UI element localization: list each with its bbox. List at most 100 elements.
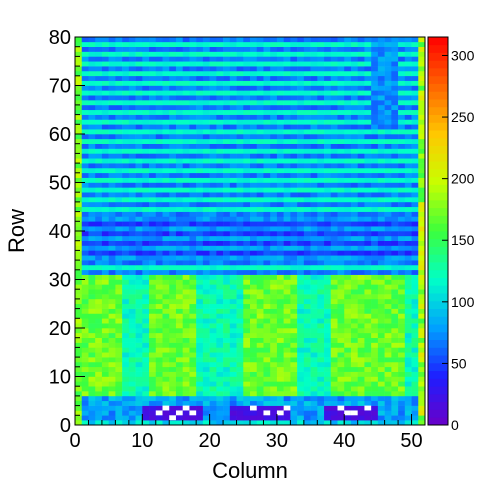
heatmap-cell [75,376,83,382]
heatmap-cell [377,284,385,290]
heatmap-cell [310,192,318,198]
heatmap-cell [95,361,103,368]
heatmap-cell [324,41,332,47]
heatmap-cell [256,357,264,363]
heatmap-cell [128,381,136,387]
heatmap-cell [357,260,365,266]
heatmap-cell [317,352,325,358]
heatmap-cell [216,56,224,62]
heatmap-cell [256,250,264,256]
heatmap-cell [350,308,358,314]
heatmap-cell [223,221,231,227]
heatmap-cell [263,274,271,280]
heatmap-cell [142,201,150,208]
heatmap-cell [209,240,217,246]
heatmap-cell [364,211,372,217]
heatmap-cell [209,41,217,47]
heatmap-cell [256,41,264,47]
heatmap-cell [303,148,311,154]
heatmap-cell [95,410,103,416]
heatmap-cell [122,371,130,377]
heatmap-cell [391,318,399,324]
heatmap-cell [270,381,278,387]
heatmap-cell [135,279,143,285]
heatmap-cell [202,386,210,392]
heatmap-cell [330,376,338,382]
heatmap-cell [209,197,217,203]
heatmap-cell [330,85,338,91]
heatmap-cell [283,235,291,241]
heatmap-cell [250,104,258,111]
heatmap-cell [344,201,352,208]
heatmap-cell [391,328,399,334]
heatmap-cell [155,129,163,135]
heatmap-cell [115,100,123,106]
heatmap-cell [75,342,83,348]
heatmap-cell [290,192,298,198]
heatmap-cell [330,226,338,232]
heatmap-cell [236,172,244,178]
heatmap-cell [236,240,244,246]
heatmap-cell-empty [276,410,284,416]
heatmap-cell [418,143,426,149]
heatmap-cell [142,216,150,222]
heatmap-cell [115,366,123,372]
heatmap-cell [270,328,278,334]
heatmap-cell [391,371,399,377]
heatmap-cell [364,201,372,208]
heatmap-cell [135,119,143,125]
heatmap-cell [209,274,217,280]
heatmap-cell [81,197,89,203]
heatmap-cell [270,167,278,174]
heatmap-cell [297,148,305,154]
heatmap-cell [250,37,258,43]
heatmap-cell [377,70,385,77]
heatmap-cell [337,308,345,314]
heatmap-cell [229,124,237,130]
heatmap-cell [243,420,251,426]
heatmap-cell [324,143,332,149]
heatmap-cell [384,70,392,77]
heatmap-cell [88,100,96,106]
heatmap-cell [88,250,96,256]
heatmap-cell [101,410,109,416]
colorbar-segment [428,44,448,53]
heatmap-cell [223,51,231,57]
heatmap-cell [115,337,123,343]
heatmap-cell [162,269,170,275]
heatmap-cell [149,114,157,120]
heatmap-cell [418,100,426,106]
heatmap-cell [196,308,204,314]
heatmap-cell [418,182,426,188]
heatmap-cell [243,323,251,329]
heatmap-cell [122,376,130,382]
heatmap-cell [303,100,311,106]
heatmap-cell [196,386,204,392]
heatmap-cell [330,221,338,227]
heatmap-cell [290,153,298,159]
heatmap-cell [317,61,325,67]
heatmap-cell [229,80,237,86]
heatmap-cell [357,391,365,397]
heatmap-cell [142,172,150,178]
heatmap-cell [276,371,284,377]
heatmap-cell [263,95,271,101]
heatmap-cell [290,308,298,314]
heatmap-cell [229,70,237,77]
heatmap-cell [209,90,217,96]
heatmap-cell [310,138,318,144]
heatmap-cell [135,357,143,363]
heatmap-cell [81,80,89,86]
heatmap-cell [189,197,197,203]
heatmap-cell [101,420,109,426]
heatmap-cell [216,187,224,193]
heatmap-cell [169,298,177,305]
heatmap-cell [250,284,258,290]
heatmap-cell [108,405,116,411]
heatmap-cell [398,284,406,290]
heatmap-cell [411,61,419,67]
heatmap-cell [297,201,305,208]
heatmap-cell [263,347,271,353]
heatmap-cell [202,197,210,203]
heatmap-cell [411,240,419,246]
